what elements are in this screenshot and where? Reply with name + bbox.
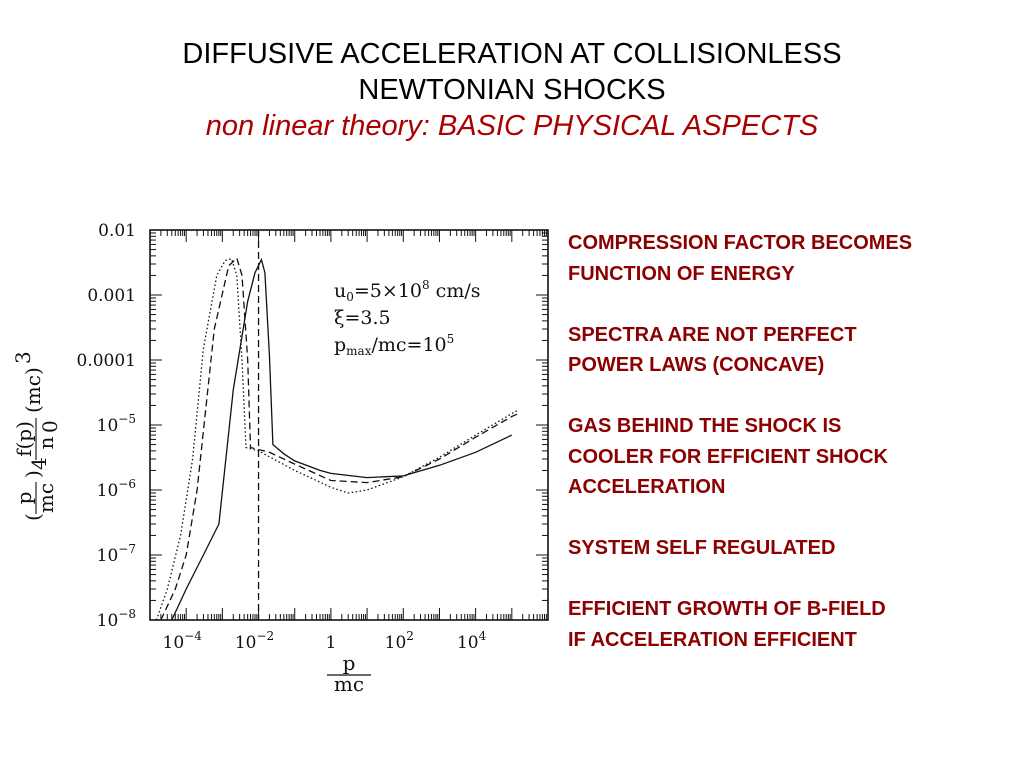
x-tick-label: 1: [325, 633, 336, 653]
series-line-dashed: [160, 256, 519, 621]
plot-frame: [149, 229, 549, 621]
y-label-power-3: 3: [11, 351, 35, 364]
y-axis-label: ( p mc ) 4 f(p) n 0 (mc) 3: [11, 351, 62, 521]
y-label-open-paren: (: [21, 513, 45, 521]
subtitle: non linear theory: BASIC PHYSICAL ASPECT…: [0, 108, 1024, 144]
bullet-line: FUNCTION OF ENERGY: [568, 262, 795, 285]
y-label-p: p: [12, 492, 36, 505]
bullet-line: SPECTRA ARE NOT PERFECT: [568, 323, 857, 346]
x-label-denominator: mc: [334, 672, 364, 696]
y-label-mc: mc: [34, 483, 58, 513]
subtitle-part-a: non linear theory:: [205, 110, 438, 142]
y-tick-label: 10−7: [97, 542, 136, 566]
title-line-1: DIFFUSIVE ACCELERATION AT COLLISIONLESS: [182, 38, 842, 70]
bullet-item: GAS BEHIND THE SHOCK IS COOLER FOR EFFIC…: [568, 411, 1018, 503]
x-tick-label: 10−4: [163, 629, 203, 653]
y-label-n: n: [34, 436, 58, 449]
x-tick-label: 102: [385, 629, 414, 653]
x-tick-label: 10−2: [235, 629, 274, 653]
y-tick-label: 10−5: [97, 412, 136, 436]
bullet-line: ACCELERATION: [568, 476, 726, 498]
bullet-line: SYSTEM SELF REGULATED: [568, 537, 836, 559]
bullet-line: IF ACCELERATION EFFICIENT: [568, 628, 857, 651]
y-label-close-paren: ): [21, 470, 45, 478]
title-line-2: NEWTONIAN SHOCKS: [358, 74, 666, 106]
y-label-power-4: 4: [27, 457, 51, 470]
annotation-pmax: pmax/mc=105: [334, 332, 454, 358]
y-tick-label: 10−6: [97, 477, 136, 501]
series-lines: [155, 230, 519, 621]
axis-ticks: [149, 230, 548, 621]
y-label-n-sub: 0: [38, 420, 62, 433]
y-tick-label: 10−8: [97, 607, 136, 631]
y-label-fp: f(p): [12, 421, 36, 457]
annotation-u0: u0=5×108 cm/s: [334, 278, 481, 304]
bullet-item: SPECTRA ARE NOT PERFECT POWER LAWS (CONC…: [568, 320, 1018, 381]
y-tick-label: 0.0001: [77, 351, 136, 371]
y-tick-label: 0.01: [98, 221, 136, 241]
x-label-numerator: p: [343, 651, 356, 675]
bullet-line: COOLER FOR EFFICIENT SHOCK: [568, 445, 888, 468]
y-label-mc-cubed: (mc): [21, 367, 45, 413]
bullet-item: SYSTEM SELF REGULATED: [568, 533, 1018, 564]
bullet-line: GAS BEHIND THE SHOCK IS: [568, 415, 842, 437]
series-line-solid: [171, 257, 513, 621]
x-tick-label: 104: [457, 629, 487, 653]
subtitle-part-b: BASIC PHYSICAL ASPECTS: [437, 110, 819, 142]
bullet-line: COMPRESSION FACTOR BECOMES: [568, 232, 913, 254]
annotation-xi: ξ=3.5: [334, 307, 391, 329]
bullet-item: EFFICIENT GROWTH OF B-FIELD IF ACCELERAT…: [568, 594, 1018, 655]
y-tick-label: 0.001: [87, 286, 136, 306]
bullet-line: POWER LAWS (CONCAVE): [568, 354, 825, 376]
bullet-list: COMPRESSION FACTOR BECOMES FUNCTION OF E…: [568, 228, 1018, 686]
x-tick-labels: 10−4 10−2 1 102 104: [163, 629, 487, 653]
series-line-dotted: [155, 258, 519, 621]
bullet-line: EFFICIENT GROWTH OF B-FIELD: [568, 598, 886, 620]
slide-title: DIFFUSIVE ACCELERATION AT COLLISIONLESS …: [0, 36, 1024, 144]
y-tick-labels: 0.01 0.001 0.0001 10−5 10−6 10−7 10−8: [77, 221, 136, 631]
bullet-item: COMPRESSION FACTOR BECOMES FUNCTION OF E…: [568, 228, 1018, 289]
x-axis-label: p mc: [327, 651, 371, 696]
